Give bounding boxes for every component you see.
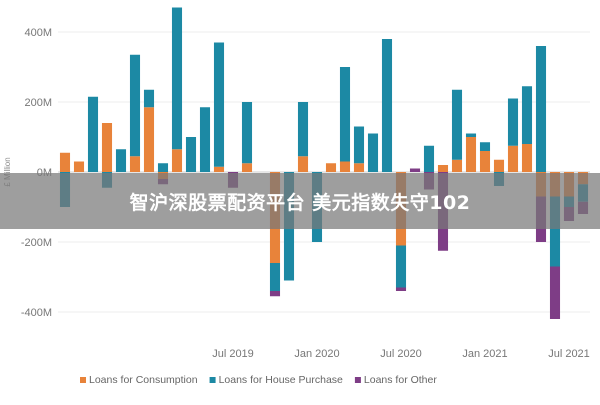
x-tick-label: Jul 2021 bbox=[548, 348, 590, 360]
bar-segment bbox=[269, 291, 281, 297]
bar-segment bbox=[171, 7, 183, 150]
bar-segment bbox=[367, 133, 379, 172]
bar-segment bbox=[353, 163, 365, 172]
legend-label: Loans for Other bbox=[364, 374, 437, 386]
bar-segment bbox=[395, 245, 407, 288]
bar-segment bbox=[129, 156, 141, 172]
bar-segment bbox=[73, 161, 85, 172]
bar-segment bbox=[339, 67, 351, 162]
legend-swatch bbox=[80, 377, 86, 383]
bar-segment bbox=[297, 156, 309, 172]
bar-segment bbox=[87, 96, 99, 172]
x-tick-label: Jul 2019 bbox=[212, 348, 254, 360]
y-tick-label: -400M bbox=[21, 307, 52, 319]
bar-segment bbox=[451, 89, 463, 160]
legend-label: Loans for House Purchase bbox=[219, 374, 343, 386]
bar-segment bbox=[493, 159, 505, 172]
bar-segment bbox=[241, 163, 253, 172]
bar-segment bbox=[479, 142, 491, 151]
bar-segment bbox=[437, 165, 449, 172]
bar-segment bbox=[157, 163, 169, 172]
bar-segment bbox=[549, 196, 561, 267]
bar-segment bbox=[115, 149, 127, 172]
bar-segment bbox=[507, 145, 519, 172]
bar-segment bbox=[465, 137, 477, 172]
bar-segment bbox=[101, 123, 113, 172]
bar-segment bbox=[479, 151, 491, 172]
bar-segment bbox=[213, 42, 225, 167]
bar-segment bbox=[409, 168, 421, 172]
bar-segment bbox=[395, 287, 407, 291]
bar-segment bbox=[213, 166, 225, 172]
y-tick-label: 200M bbox=[24, 97, 52, 109]
bar-segment bbox=[59, 152, 71, 172]
bar-segment bbox=[423, 145, 435, 172]
bar-segment bbox=[143, 107, 155, 172]
legend-label: Loans for Consumption bbox=[89, 374, 198, 386]
bar-segment bbox=[521, 144, 533, 172]
bar-segment bbox=[507, 98, 519, 146]
bar-segment bbox=[521, 86, 533, 144]
bar-segment bbox=[381, 39, 393, 172]
bar-segment bbox=[465, 133, 477, 137]
bar-segment bbox=[199, 107, 211, 172]
y-tick-label: 400M bbox=[24, 27, 52, 39]
x-tick-label: Jul 2020 bbox=[380, 348, 422, 360]
watermark-banner: 智沪深股票配资平台 美元指数失守102 bbox=[0, 173, 600, 229]
bar-segment bbox=[185, 137, 197, 172]
y-tick-label: -200M bbox=[21, 237, 52, 249]
bar-segment bbox=[353, 126, 365, 164]
bar-segment bbox=[325, 163, 337, 172]
y-axis-title: £ Million bbox=[3, 157, 12, 186]
watermark-text: 智沪深股票配资平台 美元指数失守102 bbox=[129, 191, 471, 214]
bar-segment bbox=[171, 149, 183, 172]
bar-segment bbox=[143, 89, 155, 108]
bar-segment bbox=[129, 54, 141, 157]
x-tick-label: Jan 2020 bbox=[294, 348, 339, 360]
bar-segment bbox=[269, 263, 281, 291]
bar-segment bbox=[297, 102, 309, 157]
bar-segment bbox=[451, 159, 463, 172]
bar-segment bbox=[549, 266, 561, 319]
legend-swatch bbox=[209, 377, 216, 383]
x-tick-label: Jan 2021 bbox=[462, 348, 507, 360]
bar-segment bbox=[241, 102, 253, 164]
bar-segment bbox=[339, 161, 351, 172]
bar-segment bbox=[535, 46, 547, 172]
legend-swatch bbox=[354, 377, 361, 383]
